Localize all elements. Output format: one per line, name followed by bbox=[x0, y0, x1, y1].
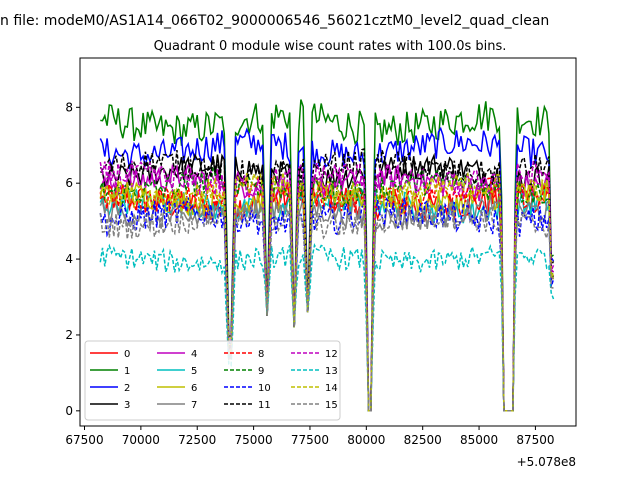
x-tick-label: 72500 bbox=[178, 433, 216, 447]
legend-box bbox=[84, 340, 341, 421]
legend-label-10: 10 bbox=[258, 383, 271, 394]
series-line-2 bbox=[99, 126, 555, 412]
series-line-13 bbox=[99, 242, 555, 412]
chart-title: Quadrant 0 module wise count rates with … bbox=[154, 39, 507, 54]
legend-label-11: 11 bbox=[258, 400, 271, 411]
x-tick-label: 80000 bbox=[347, 433, 385, 447]
y-axis: 0 2 4 6 8 bbox=[65, 100, 80, 418]
legend-label-14: 14 bbox=[325, 383, 338, 394]
legend-label-8: 8 bbox=[258, 349, 264, 360]
x-tick-label: 67500 bbox=[65, 433, 103, 447]
series-layer bbox=[99, 99, 555, 412]
legend-label-15: 15 bbox=[325, 400, 338, 411]
series-line-14 bbox=[99, 171, 555, 412]
series-line-3 bbox=[100, 152, 555, 412]
legend-label-7: 7 bbox=[191, 400, 197, 411]
x-tick-label: 87500 bbox=[516, 433, 554, 447]
x-offset-label: +5.078e8 bbox=[517, 455, 576, 469]
y-tick-label: 6 bbox=[65, 176, 73, 190]
x-tick-label: 82500 bbox=[404, 433, 442, 447]
series-line-12 bbox=[99, 160, 555, 412]
x-tick-label: 77500 bbox=[291, 433, 329, 447]
legend-label-13: 13 bbox=[325, 366, 338, 377]
legend-label-1: 1 bbox=[124, 366, 130, 377]
legend-label-2: 2 bbox=[124, 383, 130, 394]
y-tick-label: 0 bbox=[65, 404, 73, 418]
legend-label-12: 12 bbox=[325, 349, 338, 360]
chart-suptitle: n file: modeM0/AS1A14_066T02_9000006546_… bbox=[0, 13, 549, 29]
y-tick-label: 4 bbox=[65, 252, 73, 266]
legend-label-4: 4 bbox=[191, 349, 197, 360]
plot-frame bbox=[79, 57, 577, 427]
y-tick-label: 8 bbox=[65, 100, 73, 114]
series-line-1 bbox=[100, 99, 554, 412]
series-line-11 bbox=[99, 147, 555, 412]
x-tick-label: 75000 bbox=[235, 433, 273, 447]
x-tick-label: 85000 bbox=[460, 433, 498, 447]
legend-label-6: 6 bbox=[191, 383, 197, 394]
x-tick-label: 70000 bbox=[122, 433, 160, 447]
legend-label-9: 9 bbox=[258, 366, 264, 377]
legend-label-0: 0 bbox=[124, 349, 130, 360]
x-axis: 67500 70000 72500 75000 77500 80000 82500 85000… bbox=[65, 426, 555, 447]
legend-label-5: 5 bbox=[191, 366, 197, 377]
y-tick-label: 2 bbox=[65, 328, 73, 342]
legend-label-3: 3 bbox=[124, 400, 130, 411]
